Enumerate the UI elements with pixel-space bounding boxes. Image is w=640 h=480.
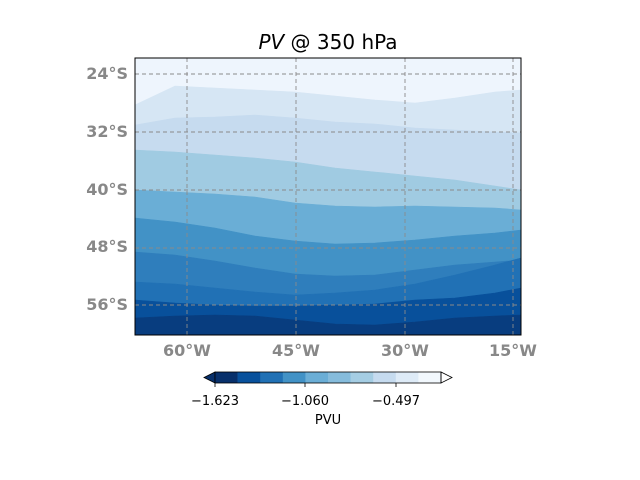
gridlines <box>135 58 521 335</box>
longitude-labels: 60°W 45°W 30°W 15°W <box>163 341 537 360</box>
lat-label-24s: 24°S <box>86 64 128 83</box>
colorbar-tick-label-3: −0.497 <box>372 394 420 409</box>
map-area <box>135 58 521 335</box>
colorbar-extend-max <box>440 371 453 384</box>
colorbar-cell-5 <box>305 372 329 383</box>
colorbar-cell-10 <box>418 372 442 383</box>
title-variable: PV <box>258 30 285 54</box>
lat-label-32s: 32°S <box>86 122 128 141</box>
contour-band-10 <box>135 314 521 335</box>
lat-label-48s: 48°S <box>86 237 128 256</box>
lon-label-30w: 30°W <box>381 341 429 360</box>
colorbar-cell-6 <box>328 372 351 383</box>
colorbar-cell-1 <box>215 372 238 383</box>
colorbar-extend-min <box>203 371 216 384</box>
colorbar-outline <box>214 371 442 384</box>
colorbar-cells <box>215 372 442 383</box>
lat-label-40s: 40°S <box>86 180 128 199</box>
colorbar-cell-9 <box>395 372 419 383</box>
colorbar-cell-4 <box>282 372 306 383</box>
colorbar-cell-3 <box>260 372 284 383</box>
title-rest: @ 350 hPa <box>284 30 397 54</box>
colorbar-tick-label-1: −1.623 <box>191 394 239 409</box>
colorbar-label: PVU <box>315 413 341 428</box>
lon-label-15w: 15°W <box>489 341 537 360</box>
colorbar-cell-2 <box>237 372 261 383</box>
colorbar-cell-7 <box>350 372 374 383</box>
map-frame <box>134 57 522 336</box>
lon-label-45w: 45°W <box>272 341 320 360</box>
lon-label-60w: 60°W <box>163 341 211 360</box>
pv-contour-bands <box>135 58 521 335</box>
colorbar-tick-label-2: −1.060 <box>281 394 329 409</box>
colorbar: −1.623 −1.060 −0.497 PVU <box>191 371 453 428</box>
lat-label-56s: 56°S <box>86 295 128 314</box>
latitude-labels: 24°S 32°S 40°S 48°S 56°S <box>86 64 128 314</box>
chart-title: PV @ 350 hPa <box>258 30 397 54</box>
colorbar-cell-8 <box>373 372 397 383</box>
